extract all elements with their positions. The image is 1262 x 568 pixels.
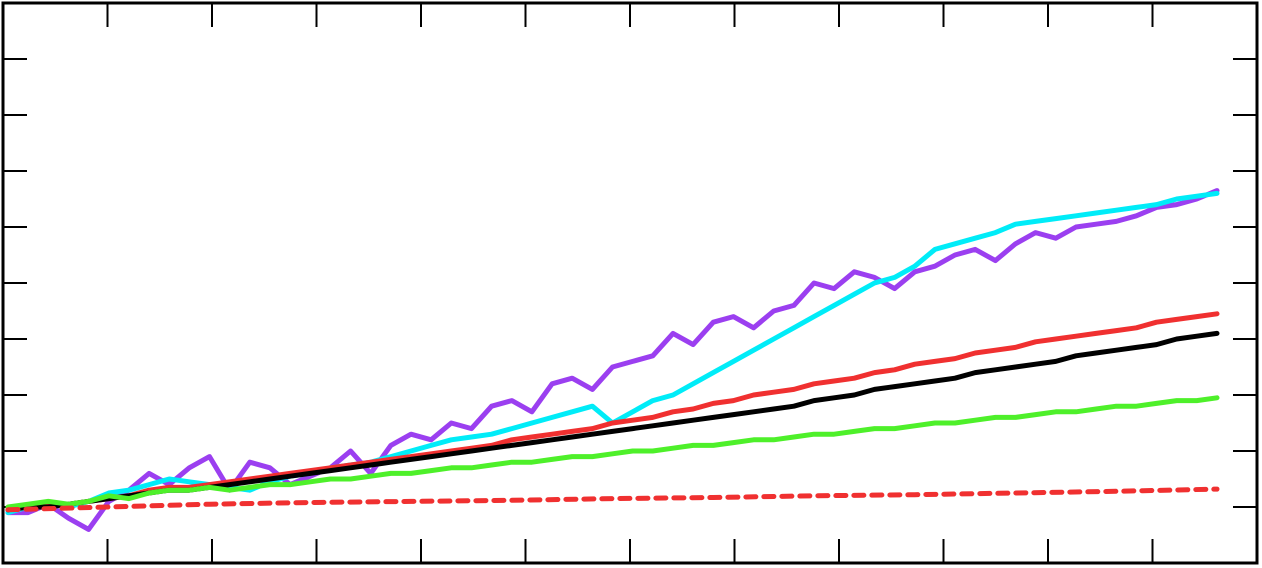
series-line-5 xyxy=(5,395,1220,510)
series-line-6 xyxy=(5,486,1220,513)
x-axis-ticks xyxy=(2,3,1258,563)
series-line-1 xyxy=(5,188,1220,532)
series-line-3 xyxy=(5,311,1220,513)
